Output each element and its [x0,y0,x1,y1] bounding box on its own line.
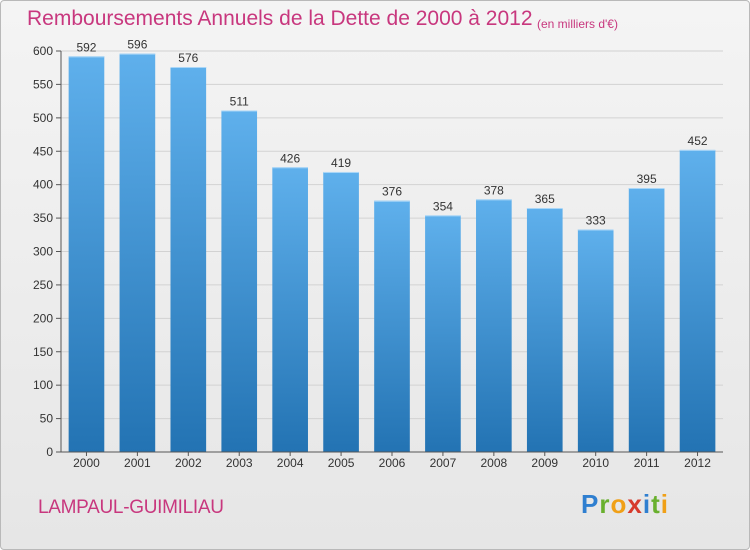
labels: 0 50 100 150 200 250 300 350 400 450 500 550 600 592 2… [33,38,711,470]
value-label-2012: 452 [688,134,708,148]
y-tick-label: 300 [33,245,53,259]
x-tick-label-2002: 2002 [175,456,202,470]
y-tick-label: 150 [33,345,53,359]
bar-2001 [119,53,156,452]
x-tick-label-2012: 2012 [684,456,711,470]
chart-subtitle: (en milliers d'€) [537,17,618,31]
bar-2000 [68,56,105,452]
x-tick-label-2000: 2000 [73,456,100,470]
x-tick-label-2009: 2009 [531,456,558,470]
y-tick-label: 0 [46,445,53,459]
bar-2002 [170,67,207,452]
value-label-2011: 395 [637,172,657,186]
bar-2005 [323,171,359,453]
commune-name: LAMPAUL-GUIMILIAU [38,497,224,518]
x-tick-label-2007: 2007 [430,456,457,470]
x-tick-label-2006: 2006 [379,456,406,470]
x-tick-label-2011: 2011 [634,456,660,470]
value-label-2007: 354 [433,199,453,213]
axes [56,50,723,456]
y-tick-label: 350 [33,211,53,225]
y-tick-label: 600 [33,44,53,58]
x-tick-label-2005: 2005 [328,456,355,470]
value-label-2005: 419 [331,156,351,170]
value-label-2003: 511 [230,94,249,108]
value-label-2001: 596 [127,38,147,52]
value-label-2006: 376 [382,185,402,199]
bar-2009 [526,208,563,452]
x-tick-label-2004: 2004 [277,456,304,470]
bar-2012 [679,149,716,452]
proxiti-logo: Proxiti [581,489,669,519]
value-label-2008: 378 [484,183,504,197]
y-tick-label: 200 [33,311,53,325]
x-tick-label-2010: 2010 [582,456,609,470]
x-tick-label-2008: 2008 [480,456,507,470]
bar-2008 [476,199,512,452]
value-label-2009: 365 [535,192,555,206]
y-tick-label: 550 [33,77,53,91]
value-label-2002: 576 [178,51,198,65]
bar-2004 [272,167,308,453]
y-tick-label: 400 [33,178,53,192]
bar-2011 [628,188,665,452]
bar-2006 [374,200,410,452]
bars [68,53,716,453]
x-tick-label-2003: 2003 [226,456,253,470]
bar-2010 [577,229,614,452]
value-label-2010: 333 [586,213,606,227]
y-tick-label: 500 [33,111,53,125]
bar-2007 [425,215,461,452]
y-tick-label: 100 [33,378,53,392]
x-tick-label-2001: 2001 [124,456,151,470]
value-label-2000: 592 [76,40,96,54]
y-tick-label: 250 [33,278,53,292]
value-label-2004: 426 [280,151,300,165]
bar-2003 [221,110,258,453]
chart-title: Remboursements Annuels de la Dette de 20… [27,7,533,30]
y-tick-label: 450 [33,144,53,158]
y-tick-label: 50 [40,412,54,426]
